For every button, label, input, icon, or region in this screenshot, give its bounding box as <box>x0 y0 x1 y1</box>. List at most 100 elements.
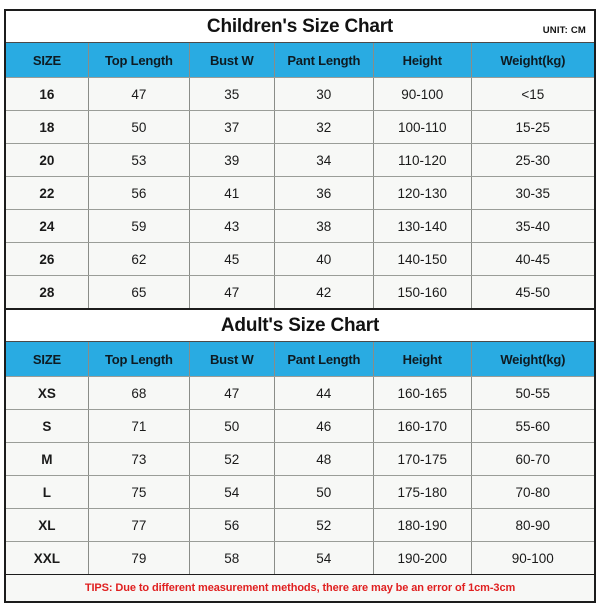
table-row: L 75 54 50 175-180 70-80 <box>6 475 594 509</box>
cell-pant-length: 54 <box>274 541 374 574</box>
cell-size: 20 <box>6 143 89 177</box>
cell-size: XXL <box>6 541 89 574</box>
cell-top-length: 65 <box>88 275 190 308</box>
cell-size: M <box>6 442 89 476</box>
cell-weight: 35-40 <box>471 209 594 243</box>
cell-size: XL <box>6 508 89 542</box>
cell-height: 150-160 <box>373 275 472 308</box>
cell-top-length: 77 <box>88 508 190 542</box>
cell-pant-length: 32 <box>274 110 374 144</box>
table-row: XL 77 56 52 180-190 80-90 <box>6 508 594 542</box>
table-row: 26 62 45 40 140-150 40-45 <box>6 242 594 276</box>
cell-pant-length: 48 <box>274 442 374 476</box>
cell-weight: 45-50 <box>471 275 594 308</box>
cell-top-length: 56 <box>88 176 190 210</box>
adults-chart-title-band: Adult's Size Chart <box>6 310 594 342</box>
table-row: 20 53 39 34 110-120 25-30 <box>6 143 594 177</box>
cell-bust-w: 54 <box>189 475 275 509</box>
cell-bust-w: 35 <box>189 77 275 111</box>
column-header-height: Height <box>373 43 472 78</box>
column-header-top-length: Top Length <box>88 43 190 78</box>
cell-height: 140-150 <box>373 242 472 276</box>
table-row: 28 65 47 42 150-160 45-50 <box>6 275 594 308</box>
unit-note: UNIT: CM <box>542 24 586 36</box>
cell-weight: 50-55 <box>471 376 594 410</box>
cell-size: XS <box>6 376 89 410</box>
cell-size: 22 <box>6 176 89 210</box>
childrens-chart-title: Children's Size Chart <box>206 16 394 37</box>
cell-top-length: 71 <box>88 409 190 443</box>
cell-height: 160-165 <box>373 376 472 410</box>
cell-bust-w: 39 <box>189 143 275 177</box>
cell-size: 18 <box>6 110 89 144</box>
cell-pant-length: 44 <box>274 376 374 410</box>
cell-height: 160-170 <box>373 409 472 443</box>
cell-bust-w: 37 <box>189 110 275 144</box>
cell-height: 120-130 <box>373 176 472 210</box>
cell-bust-w: 47 <box>189 376 275 410</box>
table-row: S 71 50 46 160-170 55-60 <box>6 409 594 443</box>
cell-top-length: 47 <box>88 77 190 111</box>
cell-pant-length: 34 <box>274 143 374 177</box>
column-header-top-length: Top Length <box>88 342 190 377</box>
childrens-table-body: 16 47 35 30 90-100 <15 18 50 37 32 100-1… <box>6 77 594 308</box>
cell-bust-w: 56 <box>189 508 275 542</box>
cell-weight: 30-35 <box>471 176 594 210</box>
table-row: M 73 52 48 170-175 60-70 <box>6 442 594 476</box>
cell-top-length: 59 <box>88 209 190 243</box>
column-header-pant-length: Pant Length <box>274 342 374 377</box>
column-header-bust-w: Bust W <box>189 43 275 78</box>
column-header-height: Height <box>373 342 472 377</box>
cell-pant-length: 42 <box>274 275 374 308</box>
tips-band: TIPS: Due to different measurement metho… <box>6 574 594 601</box>
table-row: XS 68 47 44 160-165 50-55 <box>6 376 594 410</box>
adults-chart-title: Adult's Size Chart <box>220 315 380 336</box>
cell-weight: 40-45 <box>471 242 594 276</box>
cell-height: 175-180 <box>373 475 472 509</box>
cell-top-length: 62 <box>88 242 190 276</box>
cell-bust-w: 58 <box>189 541 275 574</box>
cell-top-length: 68 <box>88 376 190 410</box>
table-header-row: SIZE Top Length Bust W Pant Length Heigh… <box>6 342 594 377</box>
cell-weight: 70-80 <box>471 475 594 509</box>
column-header-pant-length: Pant Length <box>274 43 374 78</box>
cell-pant-length: 46 <box>274 409 374 443</box>
cell-weight: 60-70 <box>471 442 594 476</box>
table-header-row: SIZE Top Length Bust W Pant Length Heigh… <box>6 43 594 78</box>
cell-bust-w: 47 <box>189 275 275 308</box>
column-header-size: SIZE <box>6 43 89 78</box>
cell-size: 24 <box>6 209 89 243</box>
adults-table-body: XS 68 47 44 160-165 50-55 S 71 50 46 160… <box>6 376 594 574</box>
cell-height: 90-100 <box>373 77 472 111</box>
cell-size: 16 <box>6 77 89 111</box>
cell-top-length: 53 <box>88 143 190 177</box>
cell-pant-length: 40 <box>274 242 374 276</box>
adults-size-table: SIZE Top Length Bust W Pant Length Heigh… <box>6 342 594 574</box>
column-header-weight: Weight(kg) <box>471 43 594 78</box>
cell-top-length: 50 <box>88 110 190 144</box>
cell-size: 26 <box>6 242 89 276</box>
table-row: XXL 79 58 54 190-200 90-100 <box>6 541 594 574</box>
table-row: 16 47 35 30 90-100 <15 <box>6 77 594 111</box>
cell-size: S <box>6 409 89 443</box>
cell-weight: 80-90 <box>471 508 594 542</box>
cell-height: 170-175 <box>373 442 472 476</box>
adults-size-chart-block: Adult's Size Chart SIZE Top Length Bust … <box>4 308 596 603</box>
column-header-bust-w: Bust W <box>189 342 275 377</box>
cell-top-length: 73 <box>88 442 190 476</box>
cell-bust-w: 52 <box>189 442 275 476</box>
cell-pant-length: 36 <box>274 176 374 210</box>
cell-top-length: 79 <box>88 541 190 574</box>
cell-height: 130-140 <box>373 209 472 243</box>
cell-bust-w: 41 <box>189 176 275 210</box>
cell-height: 100-110 <box>373 110 472 144</box>
table-row: 24 59 43 38 130-140 35-40 <box>6 209 594 243</box>
column-header-weight: Weight(kg) <box>471 342 594 377</box>
cell-pant-length: 52 <box>274 508 374 542</box>
cell-weight: <15 <box>471 77 594 111</box>
cell-size: L <box>6 475 89 509</box>
tips-text: TIPS: Due to different measurement metho… <box>84 582 516 594</box>
cell-bust-w: 45 <box>189 242 275 276</box>
table-row: 22 56 41 36 120-130 30-35 <box>6 176 594 210</box>
cell-height: 180-190 <box>373 508 472 542</box>
